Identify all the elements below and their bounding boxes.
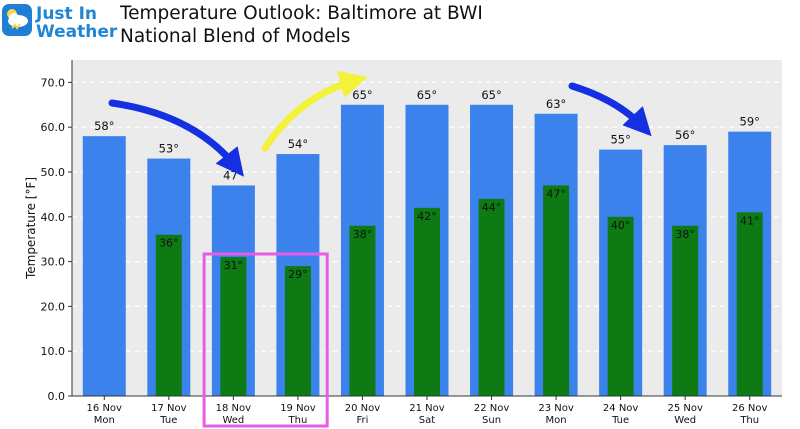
low-temp-bar: [155, 234, 182, 396]
high-temp-label: 65°: [481, 88, 501, 102]
y-tick-label: 70.0: [41, 76, 66, 89]
low-temp-label: 38°: [675, 228, 695, 241]
x-tick-date: 26 Nov: [732, 403, 768, 414]
title-line2: National Blend of Models: [120, 26, 351, 47]
low-temp-bar: [220, 257, 247, 396]
low-temp-bar: [672, 225, 699, 396]
low-temp-bar: [284, 266, 311, 396]
x-tick-date: 24 Nov: [603, 403, 639, 414]
high-temp-label: 59°: [740, 115, 760, 129]
logo-line2: Weather: [36, 22, 118, 42]
x-tick-day: Wed: [222, 415, 244, 426]
y-tick-label: 10.0: [41, 345, 66, 358]
low-temp-label: 38°: [353, 228, 373, 241]
y-tick-label: 60.0: [41, 121, 66, 134]
y-tick-label: 20.0: [41, 300, 66, 313]
low-temp-label: 44°: [482, 201, 502, 214]
x-tick-date: 21 Nov: [409, 403, 445, 414]
x-tick-day: Sun: [482, 415, 501, 426]
x-tick-date: 23 Nov: [538, 403, 574, 414]
just-in-weather-logo: Just In Weather: [0, 0, 117, 52]
x-tick-date: 18 Nov: [216, 403, 252, 414]
low-temp-bar: [736, 212, 763, 396]
high-temp-label: 65°: [352, 88, 372, 102]
high-temp-label: 65°: [417, 88, 437, 102]
high-temp-label: 56°: [675, 128, 695, 142]
title-line1: Temperature Outlook: Baltimore at BWI: [120, 3, 483, 24]
y-tick-label: 50.0: [41, 166, 66, 179]
high-temp-label: 53°: [159, 142, 179, 156]
chart-titles: Temperature Outlook: Baltimore at BWI Na…: [120, 2, 483, 48]
x-tick-date: 22 Nov: [474, 403, 510, 414]
low-temp-bar: [414, 207, 440, 396]
high-temp-bar: [82, 136, 126, 396]
low-temp-bar: [543, 185, 570, 396]
x-tick-date: 16 Nov: [87, 403, 123, 414]
x-tick-day: Mon: [94, 415, 115, 426]
high-temp-label: 47°: [223, 168, 243, 182]
x-tick-day: Thu: [288, 415, 308, 426]
x-tick-day: Tue: [611, 415, 629, 426]
low-temp-label: 36°: [159, 237, 179, 250]
logo-line1: Just In: [36, 4, 98, 24]
low-temp-label: 29°: [288, 268, 308, 281]
x-tick-date: 20 Nov: [345, 403, 381, 414]
low-temp-label: 47°: [546, 187, 566, 200]
arrow-cooling-2: [568, 82, 652, 137]
highlight-box: [202, 252, 329, 428]
x-tick-date: 25 Nov: [667, 403, 703, 414]
high-temp-label: 55°: [610, 133, 630, 147]
x-tick-day: Mon: [546, 415, 567, 426]
low-temp-label: 42°: [417, 210, 437, 223]
y-tick-label: 0.0: [48, 390, 66, 403]
y-tick-label: 40.0: [41, 211, 66, 224]
low-temp-label: 31°: [224, 259, 244, 272]
y-axis-label: Temperature [°F]: [24, 177, 38, 280]
high-temp-label: 58°: [94, 119, 114, 133]
low-temp-label: 40°: [611, 219, 631, 232]
low-temp-label: 41°: [740, 214, 760, 227]
x-tick-day: Wed: [674, 415, 696, 426]
y-tick-label: 30.0: [41, 256, 66, 269]
x-tick-date: 17 Nov: [151, 403, 187, 414]
x-tick-day: Tue: [159, 415, 177, 426]
arrow-cooling-1: [108, 99, 244, 177]
x-tick-day: Sat: [419, 415, 435, 426]
x-tick-day: Fri: [356, 415, 368, 426]
low-temp-bar: [478, 198, 505, 396]
x-tick-day: Thu: [739, 415, 759, 426]
low-temp-bar: [349, 225, 376, 396]
low-temp-bar: [607, 216, 634, 396]
weather-cloud-icon: [2, 4, 32, 36]
x-tick-date: 19 Nov: [280, 403, 316, 414]
high-temp-label: 54°: [288, 137, 308, 151]
high-temp-label: 63°: [546, 97, 566, 111]
arrow-warming: [261, 70, 368, 152]
